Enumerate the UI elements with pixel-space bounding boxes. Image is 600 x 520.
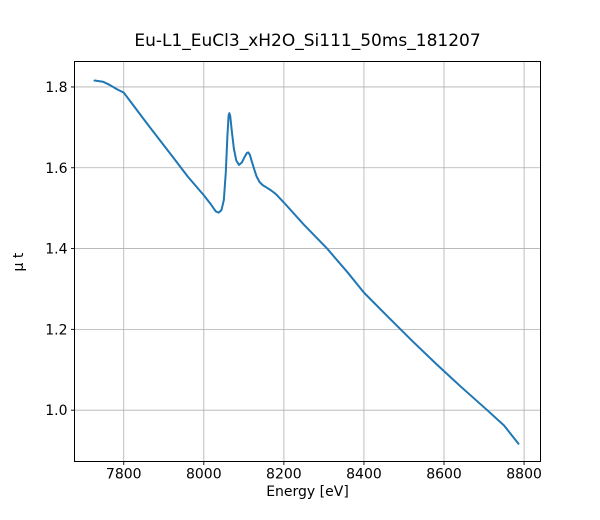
y-tick-label: 1.0	[45, 403, 67, 419]
x-tick-label: 8000	[186, 467, 222, 483]
y-axis-label: μ t	[11, 252, 27, 272]
x-tick-label: 7800	[106, 467, 142, 483]
x-axis-label: Energy [eV]	[266, 484, 349, 500]
x-tick-label: 8200	[266, 467, 302, 483]
y-tick-label: 1.2	[45, 322, 67, 338]
x-tick-label: 8800	[506, 467, 542, 483]
chart-title: Eu-L1_EuCl3_xH2O_Si111_50ms_181207	[134, 31, 481, 51]
y-tick-label: 1.8	[45, 80, 67, 96]
spectrum-curve	[93, 79, 520, 445]
y-tick-label: 1.6	[45, 161, 67, 177]
y-tick-label: 1.4	[45, 242, 67, 258]
x-tick-label: 8600	[426, 467, 462, 483]
x-tick-label: 8400	[346, 467, 382, 483]
axes-frame	[74, 61, 541, 462]
